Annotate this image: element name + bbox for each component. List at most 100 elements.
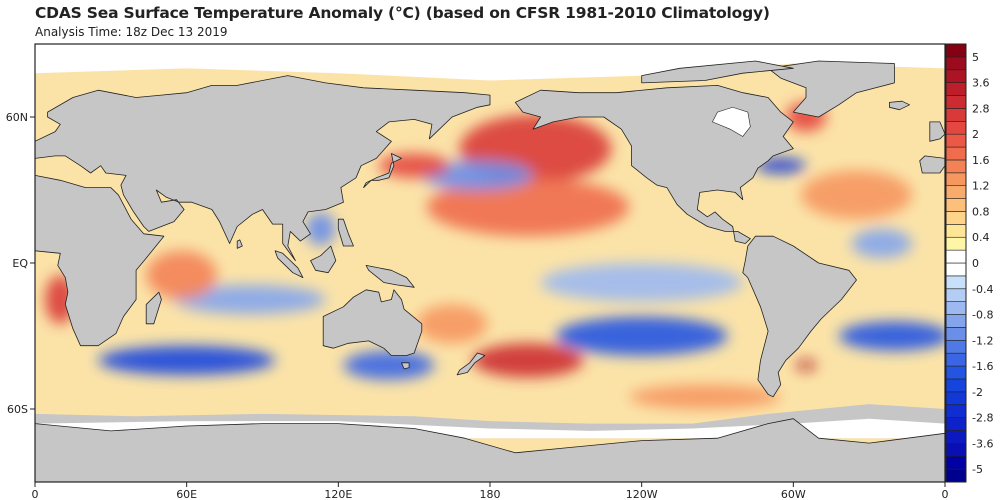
colorbar-frame <box>945 43 967 483</box>
colorbar-segment <box>945 249 967 264</box>
map-title: CDAS Sea Surface Temperature Anomaly (°C… <box>35 4 770 22</box>
anomaly-region <box>755 158 806 173</box>
x-tick-label: 180 <box>480 488 501 500</box>
landmass-eurasia <box>35 75 491 261</box>
colorbar-segment <box>945 172 967 187</box>
colorbar-tick-label: 2 <box>972 128 979 141</box>
colorbar-tick-label: 0.8 <box>972 205 990 218</box>
colorbar-segment <box>945 327 967 341</box>
anomaly-region <box>851 228 913 259</box>
landmass-japan <box>363 153 402 188</box>
colorbar-tick-label: 1.2 <box>972 180 990 193</box>
landmass-britain <box>929 121 945 142</box>
x-tick-label: 60E <box>176 488 197 500</box>
anomaly-region <box>540 263 743 302</box>
landmass-s-america <box>742 235 857 398</box>
colorbar-tick-label: -2 <box>972 386 983 399</box>
y-axis: 60N EQ 60S <box>6 111 35 416</box>
colorbar-segment <box>945 314 967 328</box>
analysis-time: Analysis Time: 18z Dec 13 2019 <box>35 25 228 39</box>
hudson-bay-ice <box>712 106 751 137</box>
y-tick-label: EQ <box>12 257 28 270</box>
anomaly-region <box>426 177 630 237</box>
landmass-arctic-islands <box>641 60 794 84</box>
colorbar-tick-label: 1.6 <box>972 154 990 167</box>
colorbar-tick-label: -1.2 <box>972 334 993 347</box>
anomaly-region <box>416 304 488 344</box>
anomaly-region <box>305 211 336 246</box>
x-tick-label: 120W <box>626 488 658 500</box>
colorbar-segment <box>945 262 967 277</box>
colorbar-tick-label: 2.8 <box>972 102 990 115</box>
landmass-antarctica <box>35 418 945 482</box>
colorbar-segment <box>945 211 967 225</box>
landmass-iceland <box>889 100 910 111</box>
colorbar-segment <box>945 378 967 393</box>
colorbar-tick-label: -0.8 <box>972 309 993 322</box>
colorbar-segment <box>945 275 967 290</box>
colorbar-segment <box>945 82 967 96</box>
colorbar-segment <box>945 404 967 418</box>
landmass-africa <box>35 175 165 347</box>
arctic-ice <box>35 44 945 81</box>
x-tick-label: 0 <box>32 488 39 500</box>
colorbar: 5 3.6 2.8 2 1.6 1.2 0.8 0.4 0 -0.4 -0.8 -1.2 -1.6 -2 -… <box>945 43 993 483</box>
colorbar-tick-label: 3.6 <box>972 77 990 90</box>
landmass-new-guinea <box>365 265 415 288</box>
colorbar-tick-label: 5 <box>972 51 979 64</box>
colorbar-segment <box>945 455 967 470</box>
landmass-iberia <box>919 155 945 174</box>
colorbar-segment <box>945 468 967 483</box>
colorbar-segment <box>945 120 967 135</box>
anomaly-region <box>472 343 584 378</box>
colorbar-tick-label: -0.4 <box>972 283 993 296</box>
anomaly-region <box>343 350 435 380</box>
colorbar-tick-label: -1.6 <box>972 360 993 373</box>
colorbar-segment <box>945 159 967 174</box>
anomaly-region <box>555 316 728 356</box>
y-tick-label: 60N <box>6 111 28 124</box>
colorbar-tick-label: -2.8 <box>972 412 993 425</box>
anomaly-region <box>421 160 533 190</box>
landmass-new-zealand <box>456 352 486 376</box>
landmass-philippines <box>337 218 354 247</box>
colorbar-segment <box>945 146 967 161</box>
anomaly-region <box>800 170 913 220</box>
colorbar-segment <box>945 430 967 444</box>
landmass-indonesia-borneo <box>310 245 337 274</box>
anomaly-region <box>98 345 276 375</box>
colorbar-segment <box>945 133 967 148</box>
landmass-sumatra <box>274 250 304 278</box>
colorbar-segment <box>945 108 967 122</box>
landmass-greenland <box>767 60 895 118</box>
x-tick-label: 60W <box>781 488 806 500</box>
colorbar-segment <box>945 417 967 431</box>
colorbar-segment <box>945 443 967 457</box>
colorbar-segment <box>945 95 967 109</box>
x-axis: 0 60E 120E 180 120W 60W 0 <box>32 482 949 500</box>
anomaly-region <box>838 321 945 351</box>
landmass-madagascar <box>145 291 162 325</box>
colorbar-segment <box>945 352 967 367</box>
anomaly-region <box>629 384 781 410</box>
anomaly-region <box>795 360 817 371</box>
colorbar-segment <box>945 391 967 406</box>
landmass-sri-lanka <box>236 239 243 249</box>
anomaly-region <box>174 284 326 315</box>
land-layer <box>35 44 945 482</box>
colorbar-segment <box>945 339 967 354</box>
colorbar-tick-label: -5 <box>972 463 983 476</box>
x-tick-label: 120E <box>324 488 352 500</box>
landmass-tasmania <box>401 362 410 370</box>
colorbar-segment <box>945 288 967 302</box>
colorbar-segment <box>945 198 967 212</box>
colorbar-segment <box>945 43 967 58</box>
colorbar-segment <box>945 56 967 71</box>
colorbar-segment <box>945 69 967 83</box>
colorbar-tick-label: 0.4 <box>972 231 990 244</box>
colorbar-segment <box>945 224 967 238</box>
x-tick-label: 0 <box>942 488 949 500</box>
colorbar-segment <box>945 301 967 315</box>
anomaly-region <box>146 250 217 300</box>
